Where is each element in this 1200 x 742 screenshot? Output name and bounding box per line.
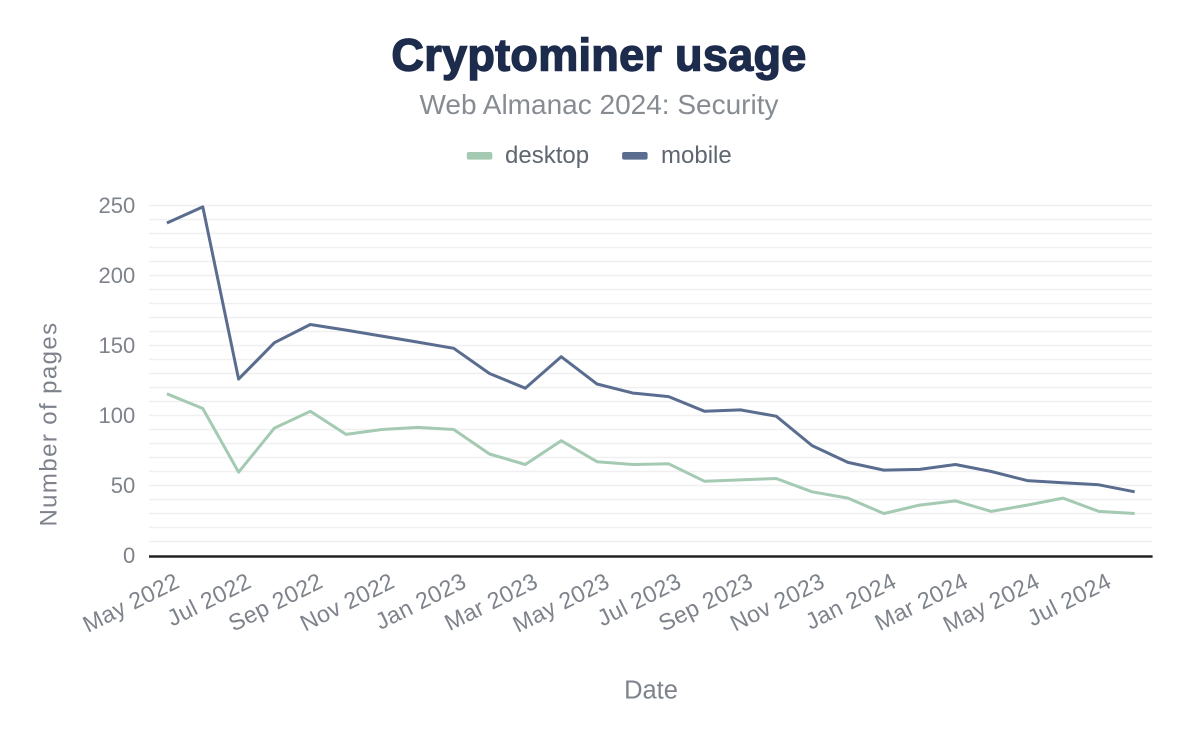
svg-text:250: 250 [98,193,135,218]
svg-text:150: 150 [98,333,135,358]
svg-text:Number of pages: Number of pages [36,321,63,526]
svg-text:0: 0 [123,543,135,568]
svg-text:desktop: desktop [505,142,589,169]
svg-text:mobile: mobile [661,142,732,169]
svg-text:50: 50 [111,473,135,498]
svg-text:Web Almanac 2024: Security: Web Almanac 2024: Security [419,89,778,120]
svg-text:Date: Date [624,677,678,705]
svg-text:Cryptominer usage: Cryptominer usage [391,30,806,81]
svg-text:100: 100 [98,403,135,428]
svg-text:200: 200 [98,263,135,288]
